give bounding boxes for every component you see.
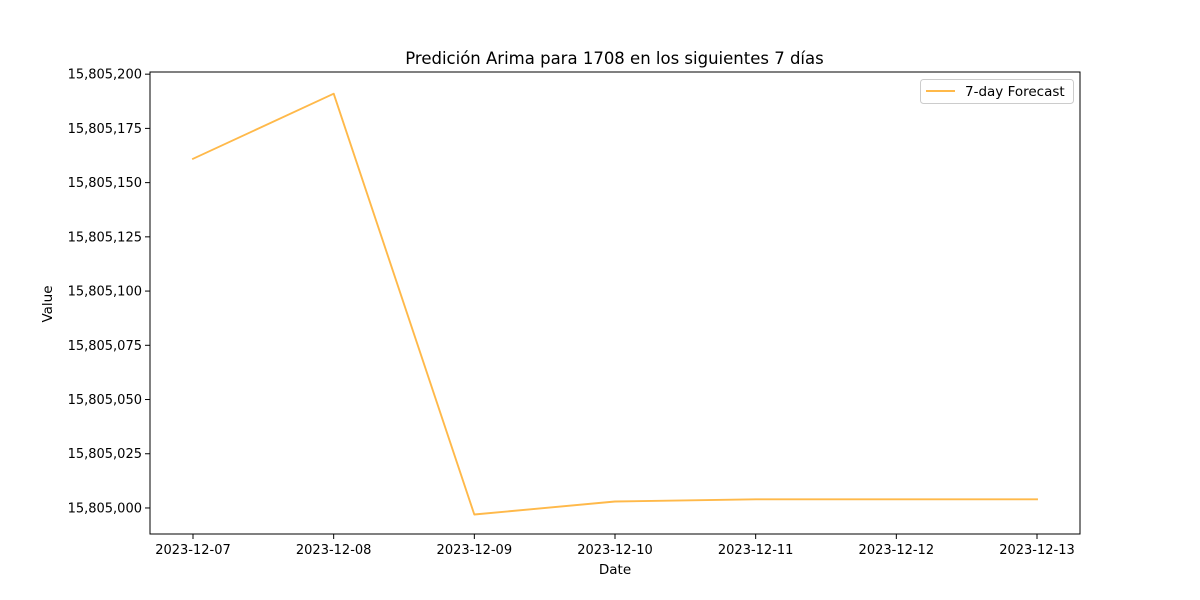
x-tick-label: 2023-12-12 — [859, 543, 935, 558]
x-tick-label: 2023-12-08 — [296, 543, 372, 558]
y-tick-label: 15,805,050 — [68, 393, 142, 408]
y-tick-label: 15,805,100 — [68, 285, 142, 300]
legend-label: 7-day Forecast — [965, 84, 1065, 100]
x-tick-label: 2023-12-07 — [155, 543, 231, 558]
y-axis-label: Value — [40, 285, 56, 322]
y-tick-label: 15,805,125 — [68, 230, 142, 245]
y-tick-label: 15,805,200 — [68, 68, 142, 83]
y-tick-label: 15,805,025 — [68, 447, 142, 462]
y-tick-label: 15,805,075 — [68, 339, 142, 354]
chart-title: Predición Arima para 1708 en los siguien… — [405, 49, 823, 68]
y-tick-label: 15,805,175 — [68, 122, 142, 137]
x-tick-label: 2023-12-09 — [437, 543, 513, 558]
legend-box — [920, 79, 1074, 104]
x-axis-label: Date — [599, 562, 631, 578]
y-tick-label: 15,805,000 — [68, 501, 142, 516]
x-tick-label: 2023-12-13 — [999, 543, 1075, 558]
x-tick-label: 2023-12-11 — [718, 543, 794, 558]
legend: 7-day Forecast — [920, 79, 1074, 104]
plot-area: 2023-12-07 2023-12-08 2023-12-09 2023-12-10… — [68, 68, 1081, 558]
y-tick-label: 15,805,150 — [68, 176, 142, 191]
series-line-0 — [191, 92, 1038, 516]
x-tick-label: 2023-12-10 — [577, 543, 653, 558]
